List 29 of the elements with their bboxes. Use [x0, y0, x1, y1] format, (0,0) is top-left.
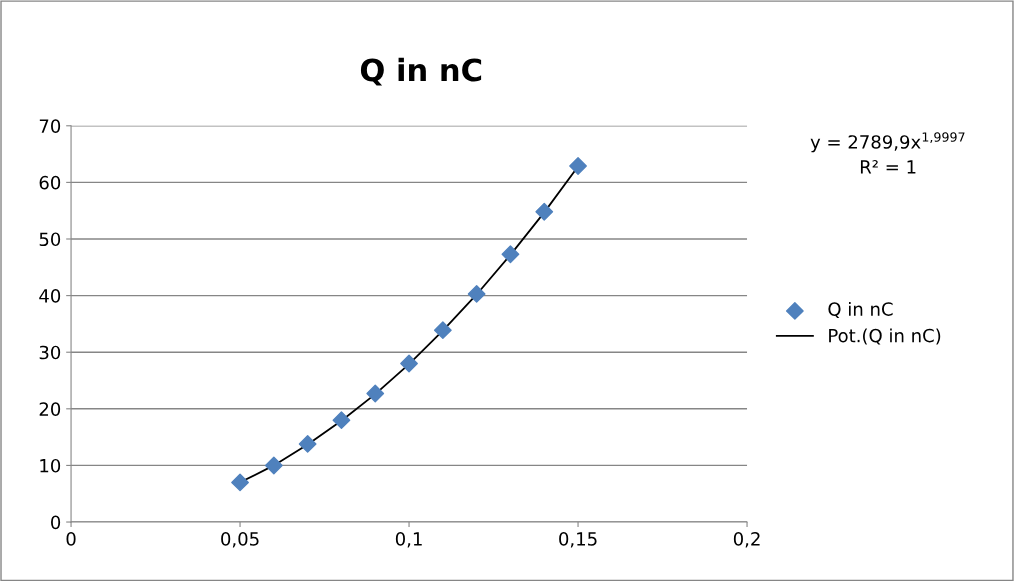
x-tick-label: 0,2: [733, 532, 760, 548]
point: [433, 321, 452, 340]
point: [231, 473, 249, 492]
y-tick-label: 60: [39, 175, 61, 190]
point: [400, 354, 418, 373]
y-tick-label: 10: [40, 458, 61, 473]
legend-label: Q in nC: [828, 301, 893, 318]
point: [366, 384, 385, 403]
y-tick-label: 0: [51, 515, 61, 530]
y-tick-label: 30: [39, 345, 61, 360]
y-tick-label: 40: [39, 289, 61, 303]
point: [467, 284, 486, 303]
text: y = 2789,9x$^{1,9997}$: [810, 132, 965, 153]
x-tick-label: 0: [66, 532, 76, 546]
point: [332, 411, 351, 430]
x-tick-label: 0,15: [559, 532, 597, 548]
y-tick-label: 20: [39, 402, 61, 416]
y-tick-label: 50: [39, 232, 61, 247]
point: [535, 202, 554, 221]
point: [298, 435, 317, 453]
point: [501, 245, 520, 264]
point: [264, 456, 283, 475]
chart-title: Q in nC: [360, 57, 482, 86]
legend-label: Pot.(Q in nC): [829, 328, 941, 345]
x-tick-label: 0,1: [395, 532, 422, 548]
point: [569, 157, 587, 175]
text: R² = 1: [860, 160, 916, 174]
y-tick-label: 70: [39, 119, 61, 133]
x-tick-label: 0,05: [221, 532, 259, 548]
